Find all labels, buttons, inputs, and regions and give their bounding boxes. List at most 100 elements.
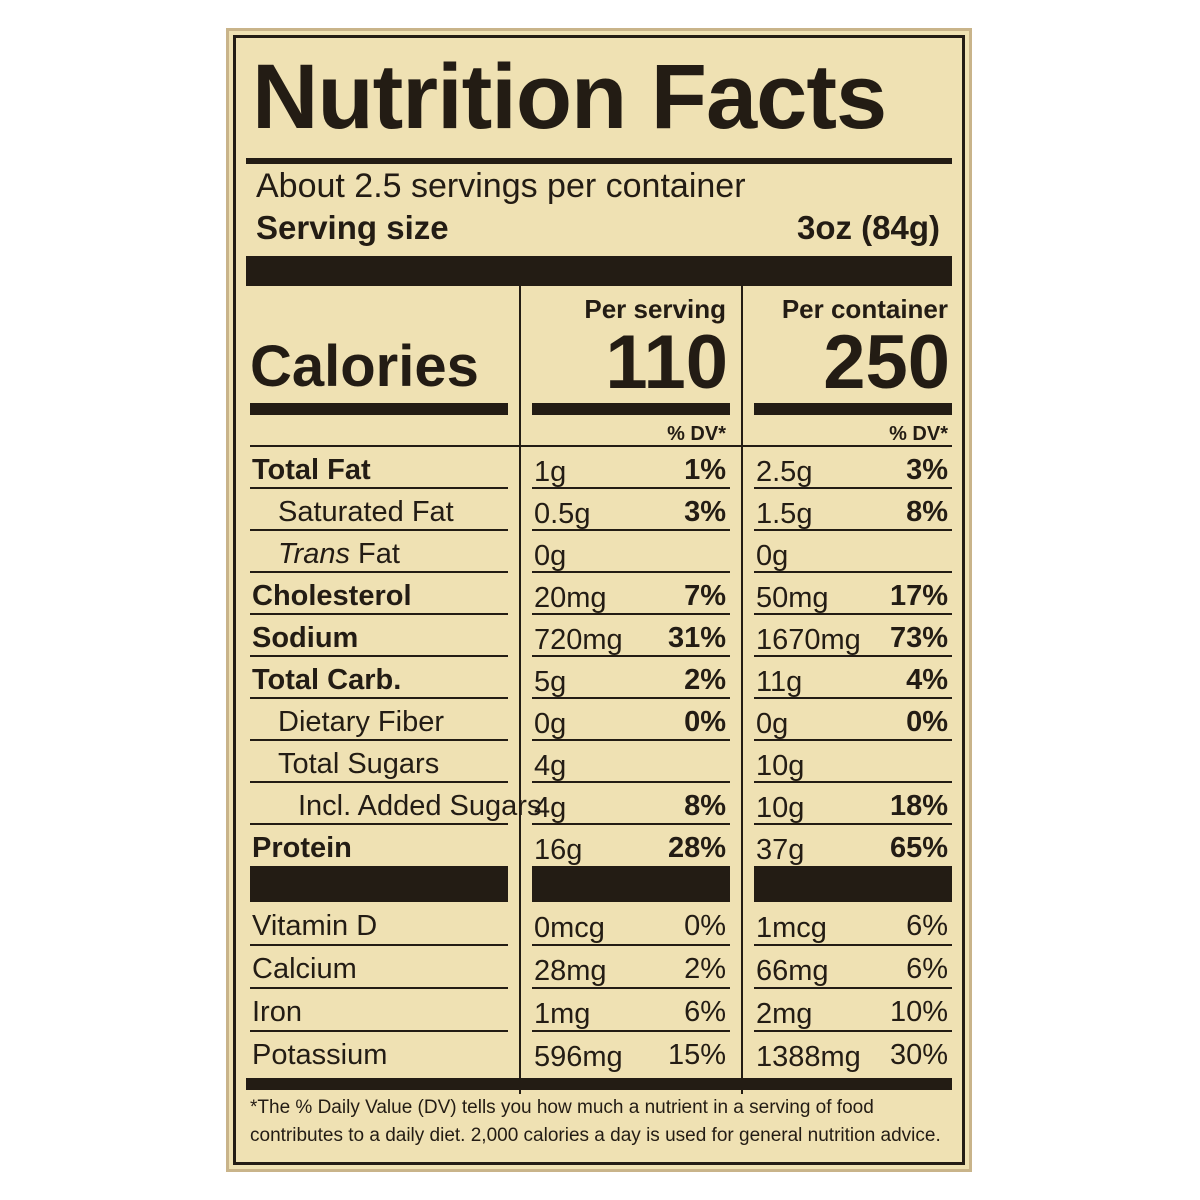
vitamin-rule [754,1030,952,1032]
vitamin-rule [754,987,952,989]
nutrient-rule [250,529,508,531]
nutrient-serving-dv: 2% [684,664,726,696]
nutrient-serving-amount: 16g [534,834,583,866]
nutrient-rule [754,823,952,825]
nutrient-serving-dv: 7% [684,580,726,612]
dv-header-serving: % DV* [667,423,726,445]
vitamin-rule [532,1030,730,1032]
nutrient-container-amount: 10g [756,750,805,782]
nutrient-rule [532,571,730,573]
nutrient-rule [754,487,952,489]
vitamin-container-amount: 2mg [756,998,813,1030]
per-container-label: Per container [781,294,948,324]
nutrient-serving-amount: 5g [534,666,567,698]
vitamin-container-amount: 66mg [756,955,829,987]
nutrient-rule [250,781,508,783]
nutrient-rule [250,571,508,573]
vitamin-serving-amount: 1mg [534,998,591,1030]
nutrient-serving-amount: 4g [534,792,567,824]
nutrient-name: Incl. Added Sugars [298,790,542,822]
nutrient-container-dv: 4% [906,664,948,696]
label-background: Nutrition Facts About 2.5 servings per c… [226,28,972,1172]
nutrient-name: Total Sugars [278,748,440,780]
per-serving-label: Per serving [584,294,726,324]
nutrient-row: Incl. Added Sugars 4g 8% 10g 18% [236,784,962,826]
vitamin-container-amount: 1mcg [756,912,827,944]
vitamin-serving-amount: 0mcg [534,912,605,944]
nutrient-container-dv: 0% [906,706,948,738]
vitamin-serving-dv: 6% [684,996,726,1028]
vitamin-container-dv: 10% [889,996,948,1028]
nutrient-container-dv: 17% [889,580,948,612]
nutrient-name: Total Carb. [252,664,402,696]
vitamin-bar-3 [754,866,952,902]
nutrient-name: Protein [252,832,352,864]
nutrient-serving-dv: 0% [684,706,726,738]
nutrient-rule [754,781,952,783]
nutrient-container-amount: 0g [756,540,789,572]
vitamin-container-dv: 6% [906,953,948,985]
vitamin-rule [250,1030,508,1032]
nutrition-facts-label: Nutrition Facts About 2.5 servings per c… [233,35,965,1165]
nutrient-rule [754,697,952,699]
nutrient-row: Trans Fat 0g 0g [236,532,962,574]
calories-per-container: 250 [823,320,950,405]
nutrient-container-amount: 50mg [756,582,829,614]
nutrient-container-amount: 2.5g [756,456,813,488]
nutrient-container-dv: 3% [906,454,948,486]
nutrient-name: Saturated Fat [278,496,454,528]
vitamin-rule [250,987,508,989]
dv-header-container: % DV* [889,423,948,445]
nutrient-container-amount: 1670mg [756,624,861,656]
nutrient-rule [250,739,508,741]
vitamin-rule [532,944,730,946]
nutrient-container-dv: 8% [906,496,948,528]
servings-per-container: About 2.5 servings per container [256,167,746,205]
vitamin-serving-amount: 596mg [534,1041,623,1073]
nutrient-row: Saturated Fat 0.5g 3% 1.5g 8% [236,490,962,532]
nutrient-rule [754,739,952,741]
nutrient-rule [532,487,730,489]
nutrient-container-amount: 11g [756,666,803,698]
nutrient-rule [532,781,730,783]
nutrient-row: Total Fat 1g 1% 2.5g 3% [236,448,962,490]
nutrient-row: Total Carb. 5g 2% 11g 4% [236,658,962,700]
nutrient-rule [532,823,730,825]
vitamin-serving-dv: 15% [667,1039,726,1071]
vitamin-bar-1 [250,866,508,902]
nutrient-container-amount: 1.5g [756,498,813,530]
calories-rule-1 [250,403,508,415]
nutrient-rule [250,823,508,825]
nutrient-row: Protein 16g 28% 37g 65% [236,826,962,868]
vitamin-rule [754,944,952,946]
dv-rule [250,445,952,447]
vitamin-name: Calcium [252,953,357,985]
column-divider-1 [519,286,521,1094]
vitamin-name: Potassium [252,1039,388,1071]
vitamin-container-dv: 6% [906,910,948,942]
nutrient-serving-amount: 0g [534,708,567,740]
nutrient-container-amount: 0g [756,708,789,740]
nutrient-serving-dv: 1% [684,454,726,486]
nutrient-rule [754,529,952,531]
vitamin-row: Potassium 596mg 15% 1388mg 30% [236,1033,962,1075]
nutrient-name: Cholesterol [252,580,412,612]
nutrient-container-amount: 10g [756,792,805,824]
calories-label: Calories [250,334,479,399]
nutrient-rule [532,655,730,657]
vitamin-container-dv: 30% [889,1039,948,1071]
footnote: *The % Daily Value (DV) tells you how mu… [250,1097,941,1146]
nutrient-rule [754,571,952,573]
vitamin-serving-dv: 2% [684,953,726,985]
vitamin-name: Iron [252,996,302,1028]
nutrient-name: Trans Fat [278,538,400,570]
nutrient-rule [532,697,730,699]
nutrient-row: Dietary Fiber 0g 0% 0g 0% [236,700,962,742]
title-rule [246,158,952,164]
vitamin-serving-amount: 28mg [534,955,607,987]
nutrient-rule [754,613,952,615]
nutrient-rule [532,739,730,741]
nutrient-rule [250,613,508,615]
nutrient-row: Sodium 720mg 31% 1670mg 73% [236,616,962,658]
title: Nutrition Facts [252,46,887,148]
